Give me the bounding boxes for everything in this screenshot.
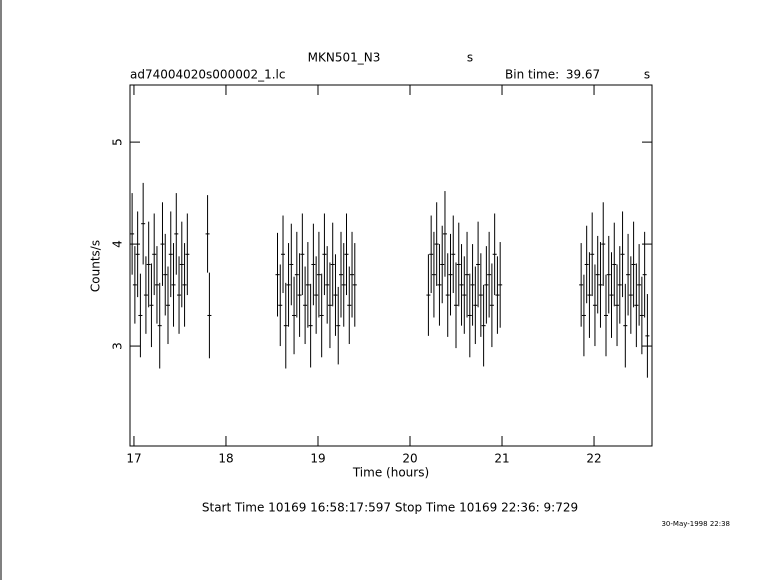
footer: Start Time 10169 16:58:17:597 Stop Time … xyxy=(202,501,578,515)
x-tick-label: 17 xyxy=(126,452,141,466)
file-name: ad74004020s000002_1.lc xyxy=(130,68,286,82)
y-tick-label: 3 xyxy=(111,342,125,350)
x-tick-label: 18 xyxy=(218,452,233,466)
x-axis-label: Time (hours) xyxy=(352,466,429,480)
bin-time: 39.67 xyxy=(566,68,600,82)
x-tick-label: 20 xyxy=(402,452,417,466)
title-unit: s xyxy=(467,51,473,65)
plot-frame xyxy=(129,84,653,447)
x-tick-label: 19 xyxy=(310,452,325,466)
x-tick-label: 22 xyxy=(586,452,601,466)
x-tick-label: 21 xyxy=(494,452,509,466)
bin-label: Bin time: xyxy=(505,68,559,82)
y-tick-label: 5 xyxy=(111,138,125,146)
y-tick-label: 4 xyxy=(111,240,125,248)
bin-unit: s xyxy=(644,68,650,82)
date-stamp: 30-May-1998 22:38 xyxy=(661,520,730,528)
y-axis-label: Counts/s xyxy=(89,240,103,292)
chart-title: MKN501_N3 xyxy=(308,51,381,65)
